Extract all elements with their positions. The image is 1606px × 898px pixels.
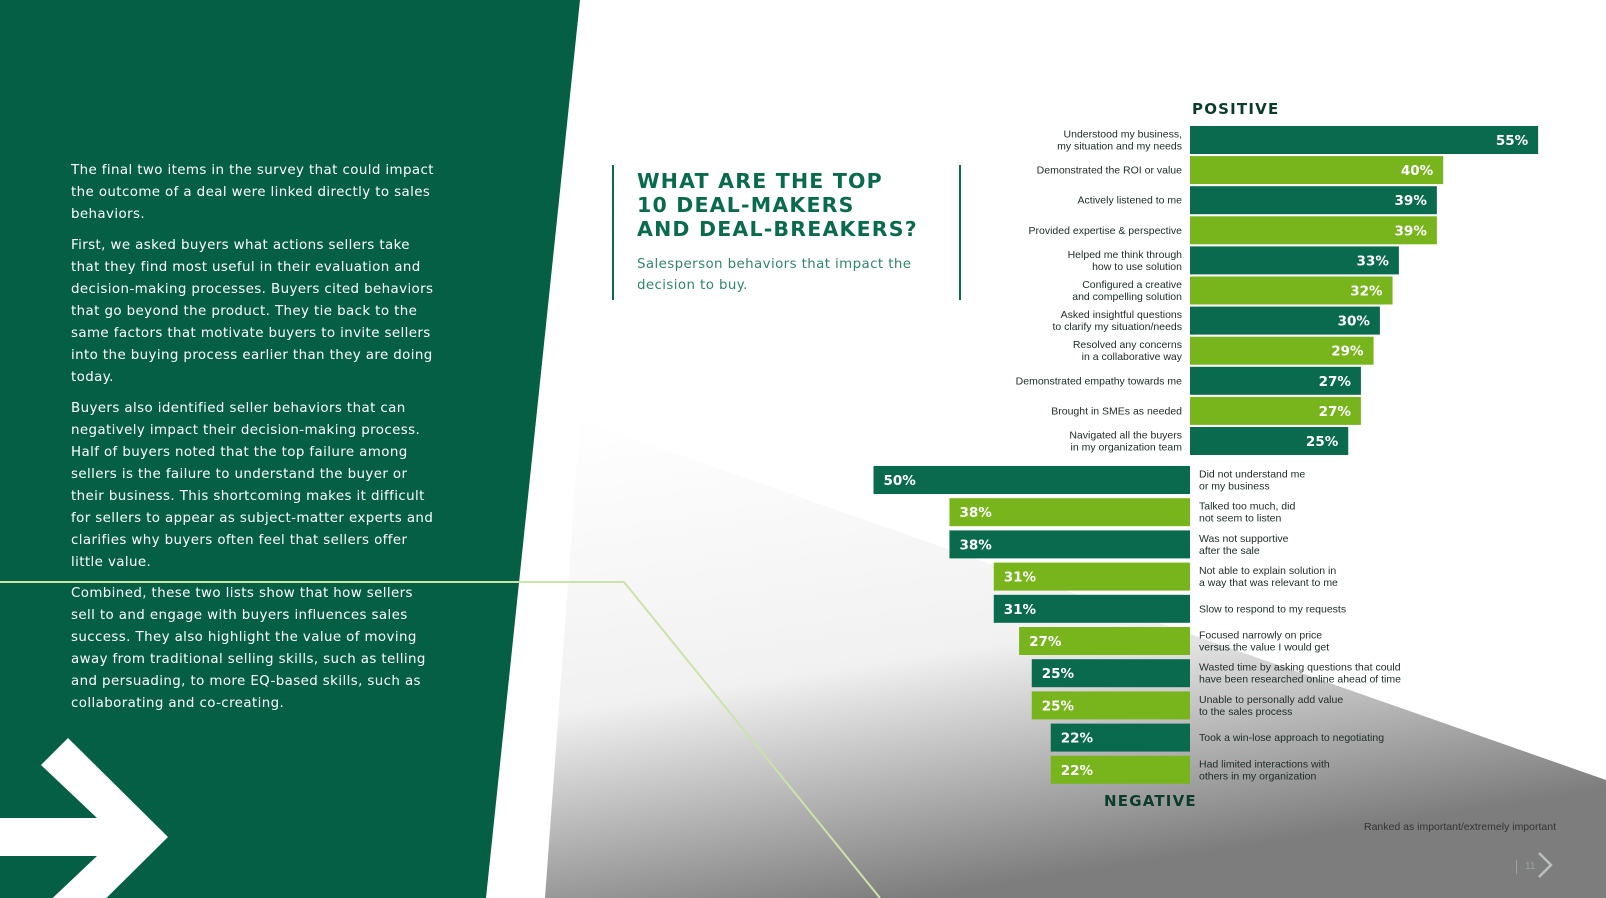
positive-category-label: Brought in SMEs as needed bbox=[1051, 405, 1182, 417]
negative-category-label: Talked too much, did not seem to listen bbox=[1199, 501, 1295, 525]
page-subtitle: Salesperson behaviors that impact the de… bbox=[637, 257, 912, 293]
positive-value-label: 55% bbox=[1496, 133, 1529, 149]
paragraph: Buyers also identified seller behaviors … bbox=[71, 401, 434, 570]
positive-category-label: Navigated all the buyers in my organizati… bbox=[1069, 430, 1182, 454]
chevron-right-icon[interactable] bbox=[1535, 850, 1557, 880]
negative-label: NEGATIVE bbox=[1104, 792, 1197, 810]
positive-category-label: Demonstrated empathy towards me bbox=[1016, 375, 1182, 387]
negative-bar bbox=[873, 466, 1190, 494]
negative-category-label: Did not understand me or my business bbox=[1199, 469, 1305, 493]
positive-bar bbox=[1190, 336, 1374, 365]
positive-category-label: Understood my business, my situation and … bbox=[1057, 129, 1182, 153]
positive-bar bbox=[1190, 306, 1380, 335]
negative-value-label: 22% bbox=[1061, 763, 1094, 779]
positive-value-label: 29% bbox=[1331, 344, 1364, 360]
positive-bar bbox=[1190, 276, 1393, 305]
paragraph: Combined, these two lists show that how … bbox=[71, 586, 426, 711]
page-title: WHAT ARE THE TOP 10 DEAL-MAKERS AND DEAL… bbox=[637, 169, 918, 241]
negative-value-label: 38% bbox=[959, 505, 992, 521]
positive-bar bbox=[1190, 126, 1539, 154]
positive-value-label: 25% bbox=[1306, 434, 1339, 450]
negative-bar bbox=[1019, 627, 1190, 655]
positive-value-label: 39% bbox=[1395, 193, 1428, 209]
positive-value-label: 30% bbox=[1338, 314, 1371, 330]
positive-category-label: Resolved any concerns in a collaborative … bbox=[1073, 339, 1183, 363]
negative-value-label: 38% bbox=[959, 537, 992, 553]
negative-value-label: 27% bbox=[1029, 634, 1062, 650]
gray-gradient-band bbox=[545, 420, 1606, 898]
negative-bar bbox=[993, 562, 1190, 591]
positive-bar bbox=[1190, 216, 1437, 245]
positive-value-label: 27% bbox=[1319, 404, 1352, 420]
positive-bar bbox=[1190, 396, 1361, 425]
negative-bar bbox=[949, 530, 1190, 559]
negative-category-label: Took a win-lose approach to negotiating bbox=[1199, 732, 1384, 744]
negative-category-label: Slow to respond to my requests bbox=[1199, 603, 1346, 615]
negative-value-label: 31% bbox=[1004, 602, 1037, 618]
negative-bar bbox=[1050, 723, 1190, 752]
positive-category-label: Demonstrated the ROI or value bbox=[1037, 165, 1182, 177]
negative-category-label: Focused narrowly on price versus the valu… bbox=[1199, 630, 1329, 654]
positive-label: POSITIVE bbox=[1192, 100, 1280, 118]
page-number: 11 bbox=[1516, 860, 1535, 874]
negative-bar bbox=[949, 498, 1190, 527]
negative-value-label: 50% bbox=[884, 473, 917, 489]
positive-category-label: Actively listened to me bbox=[1078, 195, 1183, 207]
positive-bar bbox=[1190, 156, 1444, 185]
negative-category-label: Not able to explain solution in a way tha… bbox=[1199, 565, 1338, 589]
negative-value-label: 31% bbox=[1004, 570, 1037, 586]
positive-value-label: 39% bbox=[1395, 223, 1428, 239]
chart-footnote: Ranked as important/extremely important bbox=[1364, 821, 1556, 833]
negative-bar bbox=[1031, 691, 1190, 720]
negative-category-label: Was not supportive after the sale bbox=[1199, 533, 1289, 557]
positive-bar bbox=[1190, 246, 1399, 275]
positive-bar bbox=[1190, 427, 1349, 455]
chevron-right-arrow-icon bbox=[0, 738, 168, 898]
negative-value-label: 25% bbox=[1042, 698, 1075, 714]
intro-text: The final two items in the survey that c… bbox=[71, 160, 436, 724]
negative-bar bbox=[1031, 659, 1190, 688]
positive-value-label: 40% bbox=[1401, 163, 1434, 179]
negative-category-label: Unable to personally add value to the sal… bbox=[1199, 694, 1343, 718]
negative-category-label: Had limited interactions with others in m… bbox=[1199, 758, 1330, 782]
negative-value-label: 25% bbox=[1042, 666, 1075, 682]
negative-category-label: Wasted time by asking questions that cou… bbox=[1199, 662, 1401, 686]
negative-bar bbox=[1050, 755, 1190, 784]
negative-value-label: 22% bbox=[1061, 731, 1094, 747]
negative-bar bbox=[993, 594, 1190, 623]
positive-bar bbox=[1190, 186, 1437, 215]
paragraph: The final two items in the survey that c… bbox=[71, 163, 434, 222]
positive-value-label: 33% bbox=[1357, 253, 1390, 269]
positive-bar bbox=[1190, 366, 1361, 395]
accent-line bbox=[0, 581, 881, 898]
positive-value-label: 32% bbox=[1350, 284, 1383, 300]
positive-value-label: 27% bbox=[1319, 374, 1352, 390]
positive-category-label: Helped me think through how to use soluti… bbox=[1068, 249, 1183, 273]
positive-category-label: Asked insightful questions to clarify my … bbox=[1052, 309, 1182, 333]
positive-category-label: Provided expertise & perspective bbox=[1029, 225, 1183, 237]
paragraph: First, we asked buyers what actions sell… bbox=[71, 238, 434, 385]
positive-category-label: Configured a creative and compelling solu… bbox=[1072, 279, 1182, 303]
green-panel bbox=[0, 0, 580, 898]
headline-block: WHAT ARE THE TOP 10 DEAL-MAKERS AND DEAL… bbox=[612, 165, 961, 300]
